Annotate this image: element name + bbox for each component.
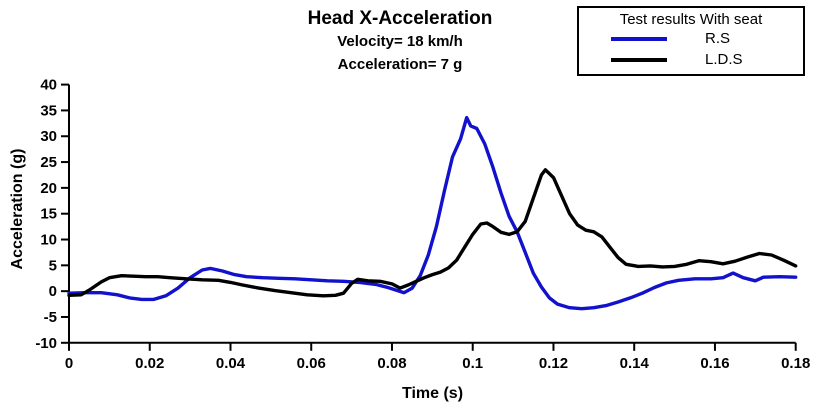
- y-tick-label: -10: [35, 335, 57, 352]
- legend-label-rs: R.S: [705, 30, 731, 47]
- x-tick-label: 0.16: [700, 355, 729, 372]
- legend-title: Test results With seat: [619, 11, 763, 28]
- y-tick-label: -5: [44, 309, 57, 326]
- legend-label-lds: L.D.S: [705, 51, 743, 68]
- x-tick-label: 0.18: [781, 355, 810, 372]
- series-line-lds: [67, 168, 798, 298]
- y-tick-label: 0: [49, 283, 57, 300]
- x-tick-label: 0.06: [297, 355, 326, 372]
- x-tick-label: 0: [65, 355, 73, 372]
- rs-line-swatch-icon: [611, 36, 667, 41]
- x-axis-title: Time (s): [401, 385, 464, 402]
- legend-item-rs: R.S: [579, 28, 803, 49]
- chart-header: Head X-Acceleration Velocity= 18 km/h Ac…: [180, 8, 620, 76]
- y-tick-label: 10: [40, 232, 57, 249]
- chart-subtitle-velocity: Velocity= 18 km/h: [337, 33, 463, 50]
- series-line-rs: [67, 115, 798, 311]
- lds-line-swatch-icon: [611, 57, 667, 62]
- axis-lines: [68, 84, 796, 344]
- y-tick-label: 5: [49, 257, 57, 274]
- y-tick-label: 15: [40, 206, 57, 223]
- y-tick-label: 25: [40, 154, 57, 171]
- y-tick-label: 20: [40, 180, 57, 197]
- chart-subtitle-acceleration: Acceleration= 7 g: [337, 56, 463, 73]
- legend: Test results With seat R.S L.D.S: [577, 6, 805, 76]
- x-tick-label: 0.12: [539, 355, 568, 372]
- y-tick-label: 30: [40, 128, 57, 145]
- x-tick-label: 0.1: [462, 355, 483, 372]
- x-tick-label: 0.08: [377, 355, 406, 372]
- x-tick-label: 0.04: [216, 355, 246, 372]
- chart-title: Head X-Acceleration: [307, 8, 493, 29]
- y-tick-label: 35: [40, 102, 57, 119]
- x-tick-label: 0.02: [135, 355, 164, 372]
- y-tick-label: 40: [40, 77, 57, 94]
- x-tick-label: 0.14: [620, 355, 650, 372]
- legend-item-lds: L.D.S: [579, 49, 803, 70]
